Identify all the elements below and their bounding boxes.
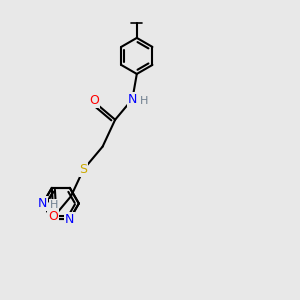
Text: N: N <box>128 93 137 106</box>
Text: O: O <box>48 210 58 223</box>
Text: S: S <box>80 163 88 176</box>
Text: O: O <box>89 94 99 107</box>
Text: N: N <box>38 197 47 210</box>
Text: N: N <box>65 213 74 226</box>
Text: H: H <box>140 96 148 106</box>
Text: H: H <box>50 200 58 210</box>
